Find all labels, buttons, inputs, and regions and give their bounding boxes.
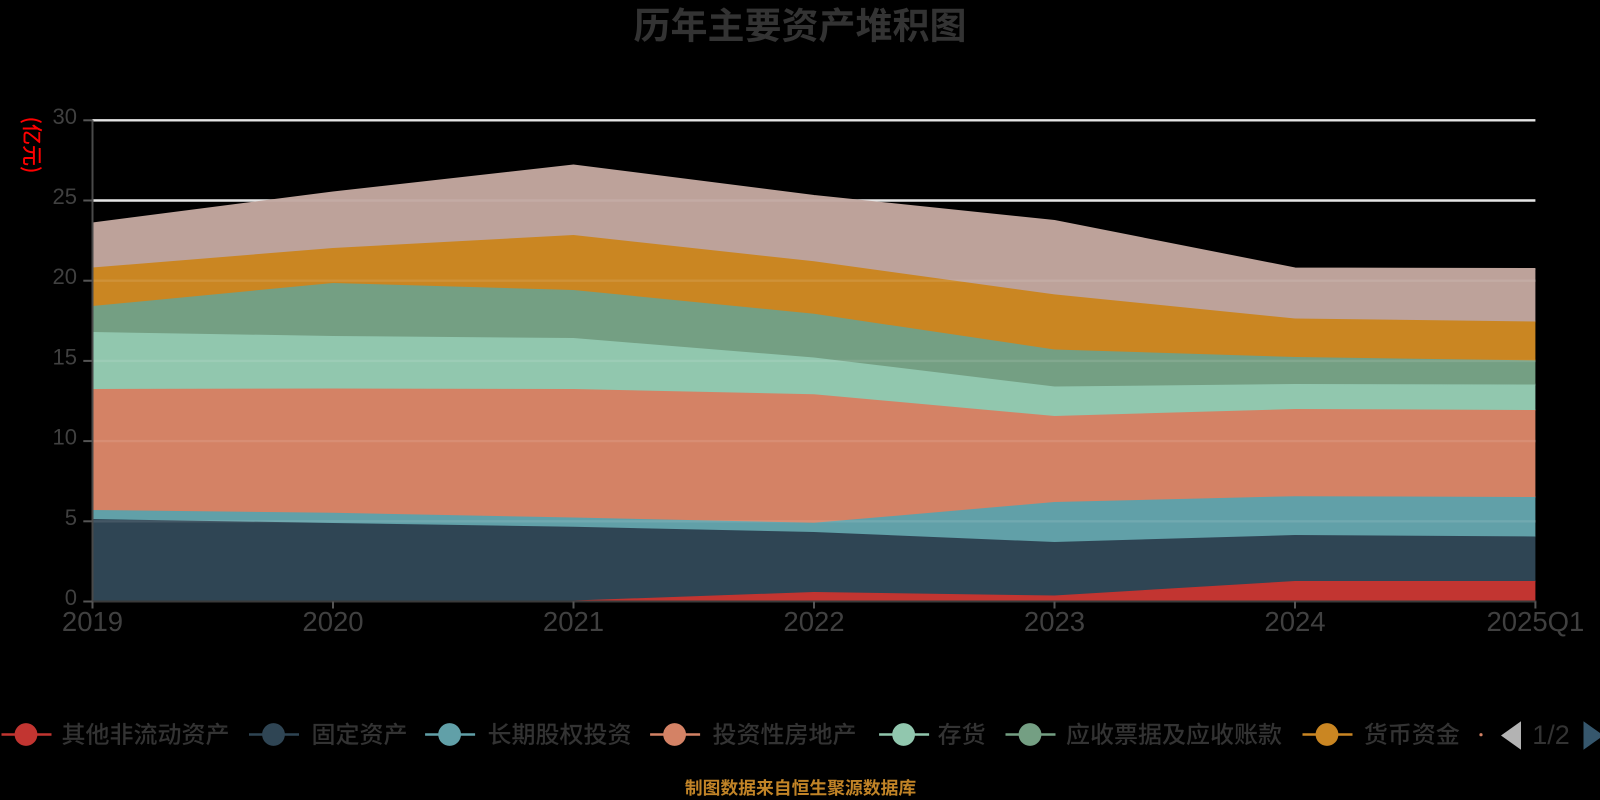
svg-text:2019: 2019 bbox=[62, 606, 123, 637]
svg-text:2024: 2024 bbox=[1264, 606, 1325, 637]
svg-text:0: 0 bbox=[65, 585, 77, 610]
svg-text:1/2: 1/2 bbox=[1532, 720, 1570, 750]
svg-text:2023: 2023 bbox=[1024, 606, 1085, 637]
svg-text:2021: 2021 bbox=[543, 606, 604, 637]
svg-text:2022: 2022 bbox=[783, 606, 844, 637]
svg-text:25: 25 bbox=[53, 184, 77, 209]
svg-text:10: 10 bbox=[53, 425, 77, 450]
svg-text:20: 20 bbox=[53, 264, 77, 289]
svg-text:2020: 2020 bbox=[302, 606, 363, 637]
svg-text:5: 5 bbox=[65, 505, 77, 530]
svg-text:30: 30 bbox=[53, 104, 77, 129]
svg-text:2025Q1: 2025Q1 bbox=[1486, 606, 1584, 637]
svg-text:15: 15 bbox=[53, 344, 77, 369]
